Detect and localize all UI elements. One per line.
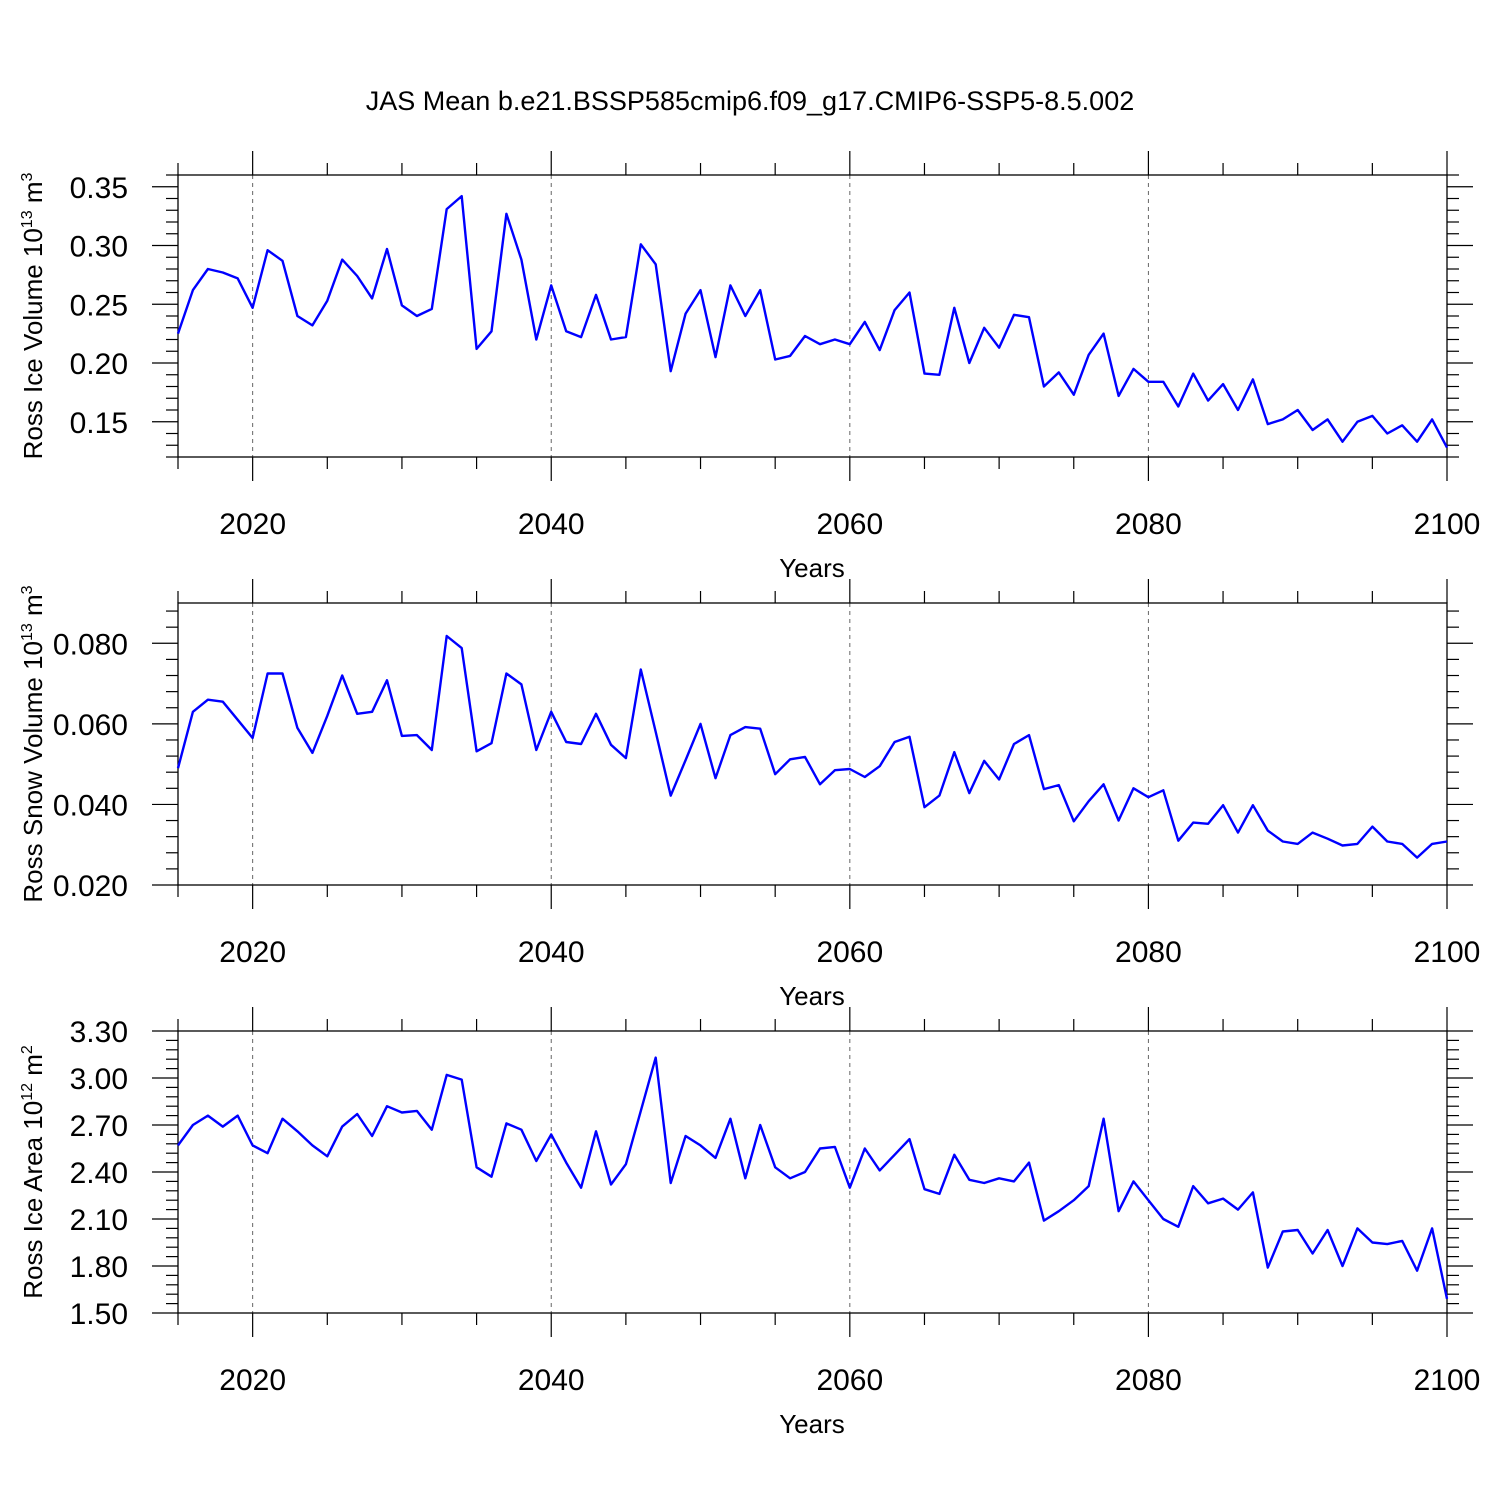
x-tick-label: 2060	[816, 1364, 883, 1397]
panel-3: 1.50 1.80 2.10 2.40 2.70 3.00 3.30 2020 2040 2060…	[18, 1007, 1480, 1439]
series-line	[177, 1056, 1449, 1300]
y-tick-label: 2.10	[70, 1204, 128, 1237]
y-tick-label: 2.40	[70, 1157, 128, 1190]
y-tick-label: 0.15	[70, 407, 128, 440]
y-tick-label: 1.50	[70, 1298, 128, 1331]
y-tick-label: 0.35	[70, 172, 128, 205]
panel-2: 0.020 0.040 0.060 0.080 2020 2040 2060 2080 2100…	[18, 579, 1480, 1011]
x-tick-label: 2100	[1414, 1364, 1481, 1397]
y-tick-label: 1.80	[70, 1251, 128, 1284]
x-tick-label: 2100	[1414, 936, 1481, 969]
y-tick-label: 2.70	[70, 1110, 128, 1143]
y-axis-title: Ross Snow Volume 1013 m3	[18, 585, 48, 902]
y-tick-label: 3.00	[70, 1063, 128, 1096]
plot-frame	[177, 1030, 1448, 1314]
x-axis-title: Years	[779, 1409, 845, 1439]
x-axis-title: Years	[779, 553, 845, 583]
x-axis-title: Years	[779, 981, 845, 1011]
chart-panels: 0.15 0.20 0.25 0.30 0.35 2020 2040 2060 2080 2100…	[18, 151, 1480, 1439]
x-tick-label: 2040	[518, 936, 585, 969]
y-tick-label: 0.25	[70, 289, 128, 322]
panel-1: 0.15 0.20 0.25 0.30 0.35 2020 2040 2060 2080 2100…	[18, 151, 1480, 583]
y-tick-label: 3.30	[70, 1016, 128, 1049]
y-tick-label: 0.20	[70, 348, 128, 381]
x-tick-label: 2020	[219, 1364, 286, 1397]
x-tick-label: 2080	[1115, 936, 1182, 969]
y-tick-label: 0.30	[70, 231, 128, 264]
y-tick-label: 0.060	[53, 709, 128, 742]
x-tick-label: 2020	[219, 936, 286, 969]
plot-frame	[177, 174, 1448, 458]
x-tick-label: 2020	[219, 508, 286, 541]
chart-title: JAS Mean b.e21.BSSP585cmip6.f09_g17.CMIP…	[366, 86, 1134, 116]
x-tick-label: 2060	[816, 936, 883, 969]
y-axis-title: Ross Ice Area 1012 m2	[18, 1045, 48, 1299]
x-tick-label: 2100	[1414, 508, 1481, 541]
x-tick-label: 2060	[816, 508, 883, 541]
x-tick-label: 2040	[518, 508, 585, 541]
series-line	[176, 194, 1449, 449]
y-axis-title: Ross Ice Volume 1013 m3	[18, 172, 48, 459]
y-tick-label: 0.020	[53, 870, 128, 903]
y-tick-label: 0.040	[53, 789, 128, 822]
plot-frame	[177, 602, 1448, 886]
x-tick-label: 2080	[1115, 1364, 1182, 1397]
x-tick-label: 2080	[1115, 508, 1182, 541]
series-line	[176, 634, 1448, 859]
y-tick-label: 0.080	[53, 628, 128, 661]
x-tick-label: 2040	[518, 1364, 585, 1397]
